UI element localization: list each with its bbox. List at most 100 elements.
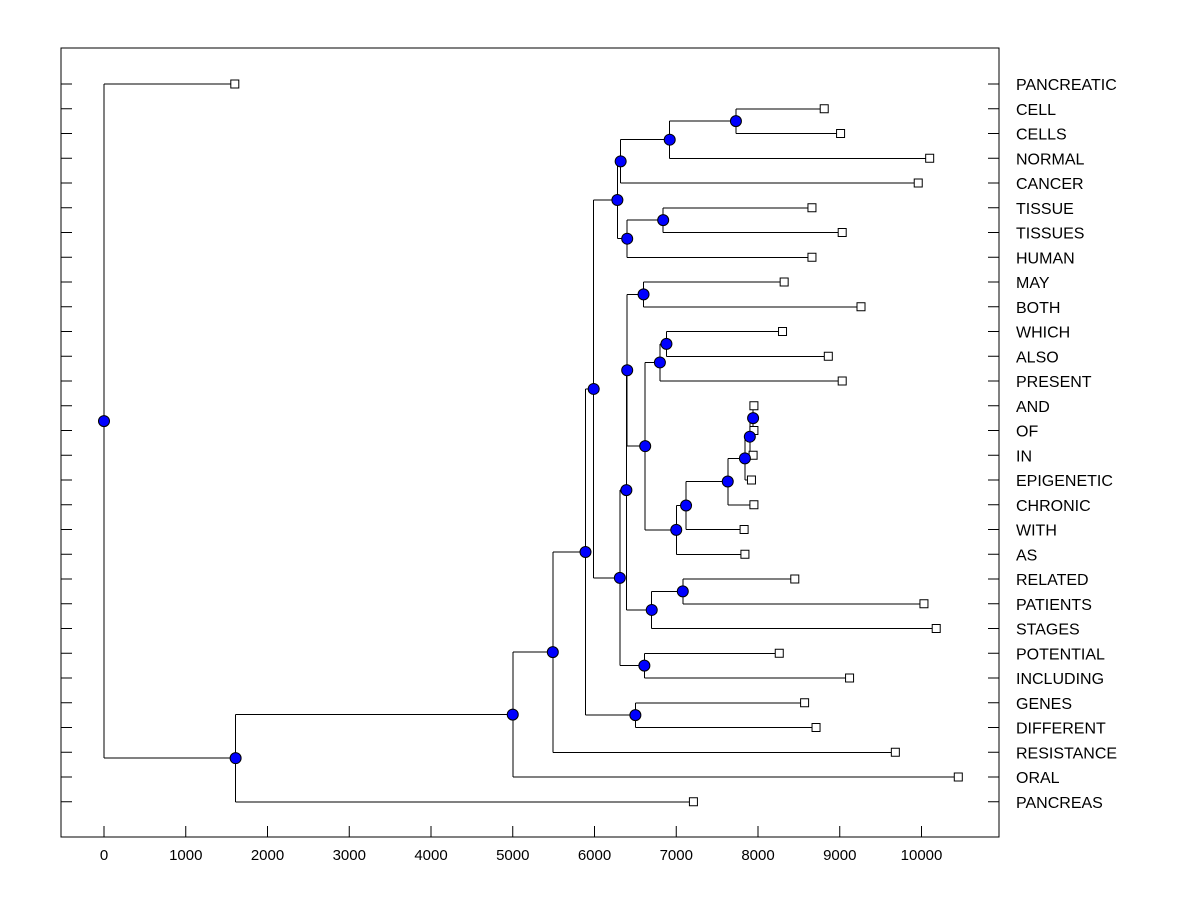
merge-node (639, 440, 652, 453)
leaf-label: WITH (1016, 523, 1057, 540)
merge-node (645, 603, 658, 616)
leaf-marker (807, 203, 817, 213)
merge-nodes (98, 115, 760, 765)
leaf-marker (845, 673, 855, 683)
merge-node (660, 337, 673, 350)
plot-frame (60, 47, 1000, 838)
leaf-marker (890, 747, 900, 757)
x-tick-label: 5000 (496, 847, 529, 864)
merge-node (587, 382, 600, 395)
leaf-label: CELLS (1016, 127, 1067, 144)
leaf-label: PRESENT (1016, 374, 1092, 391)
merge-node (638, 659, 651, 672)
merge-node (738, 452, 751, 465)
merge-node (546, 646, 559, 659)
merge-node (613, 571, 626, 584)
x-axis: 0 1000 2000 3000 4000 5000 6000 7000 8000 9000 100… (100, 826, 943, 864)
leaf-marker (800, 698, 810, 708)
leaf-label: DIFFERENT (1016, 721, 1106, 738)
merge-node (229, 752, 242, 765)
merge-node (680, 499, 693, 512)
merge-node (629, 709, 642, 722)
leaf-marker (807, 252, 817, 262)
leaf-marker (837, 376, 847, 386)
leaf-marker (919, 599, 929, 609)
leaf-marker (739, 525, 749, 534)
leaf-label: PANCREATIC (1016, 77, 1117, 94)
leaf-label: EPIGENETIC (1016, 473, 1113, 490)
x-tick-label: 9000 (823, 847, 856, 864)
leaf-label: CELL (1016, 102, 1056, 119)
x-tick-label: 6000 (578, 847, 611, 864)
leaf-marker (836, 129, 846, 138)
leaf-marker (953, 772, 963, 782)
leaf-label: CANCER (1016, 176, 1084, 193)
leaf-marker (774, 648, 784, 658)
leaf-marker (811, 723, 821, 732)
leaf-marker (746, 475, 756, 485)
x-tick-label: 3000 (333, 847, 366, 864)
leaf-label: PATIENTS (1016, 597, 1092, 614)
leaf-label: BOTH (1016, 300, 1060, 317)
leaf-label: WHICH (1016, 325, 1070, 342)
leaf-marker (230, 79, 240, 89)
leaf-marker (778, 327, 788, 336)
leaf-marker (856, 302, 866, 312)
leaf-marker (688, 797, 698, 807)
leaf-label: POTENTIAL (1016, 646, 1105, 663)
leaves (230, 79, 963, 807)
merge-node (620, 484, 633, 497)
x-tick-label: 10000 (901, 847, 943, 864)
merge-node (614, 155, 627, 168)
merge-node (721, 475, 734, 488)
leaf-label: ORAL (1016, 770, 1060, 787)
merge-node (506, 708, 519, 721)
leaf-label: TISSUE (1016, 201, 1074, 218)
leaf-label: OF (1016, 424, 1038, 441)
leaf-marker (913, 178, 923, 188)
merge-node (621, 364, 634, 377)
leaf-label: TISSUES (1016, 226, 1084, 243)
merge-node (670, 523, 683, 536)
merge-node (611, 194, 624, 207)
merge-node (579, 546, 592, 559)
merge-node (676, 585, 689, 598)
links (103, 83, 959, 803)
x-tick-label: 4000 (414, 847, 447, 864)
leaf-marker (823, 351, 833, 361)
leaf-marker (740, 549, 750, 559)
leaf-label: RESISTANCE (1016, 745, 1117, 762)
leaf-label: AND (1016, 399, 1050, 416)
merge-node (621, 232, 634, 245)
merge-node (663, 133, 676, 146)
y-ticks (61, 83, 999, 803)
leaf-marker (931, 624, 941, 633)
leaf-marker (819, 104, 829, 114)
merge-node (747, 412, 760, 425)
leaf-label: ALSO (1016, 349, 1059, 366)
x-tick-label: 2000 (251, 847, 284, 864)
merge-node (637, 288, 650, 301)
leaf-label: INCLUDING (1016, 671, 1104, 688)
leaf-label: AS (1016, 547, 1037, 564)
x-tick-label: 7000 (660, 847, 693, 864)
leaf-label: NORMAL (1016, 151, 1085, 168)
leaf-marker (779, 277, 789, 287)
x-tick-label: 1000 (169, 847, 202, 864)
x-tick-label: 0 (100, 847, 108, 864)
leaf-label: STAGES (1016, 622, 1080, 639)
leaf-marker (925, 153, 935, 163)
leaf-marker (790, 574, 800, 584)
leaf-marker (837, 228, 847, 237)
x-tick-label: 8000 (741, 847, 774, 864)
leaf-labels: PANCREATIC CELL CELLS NORMAL CANCER TISSUE TIS… (1016, 77, 1117, 812)
leaf-label: HUMAN (1016, 250, 1075, 267)
leaf-label: IN (1016, 448, 1032, 465)
leaf-label: CHRONIC (1016, 498, 1091, 515)
leaf-marker (749, 401, 759, 411)
leaf-label: GENES (1016, 696, 1072, 713)
leaf-label: RELATED (1016, 572, 1089, 589)
merge-node (657, 214, 670, 227)
leaf-label: PANCREAS (1016, 795, 1103, 812)
